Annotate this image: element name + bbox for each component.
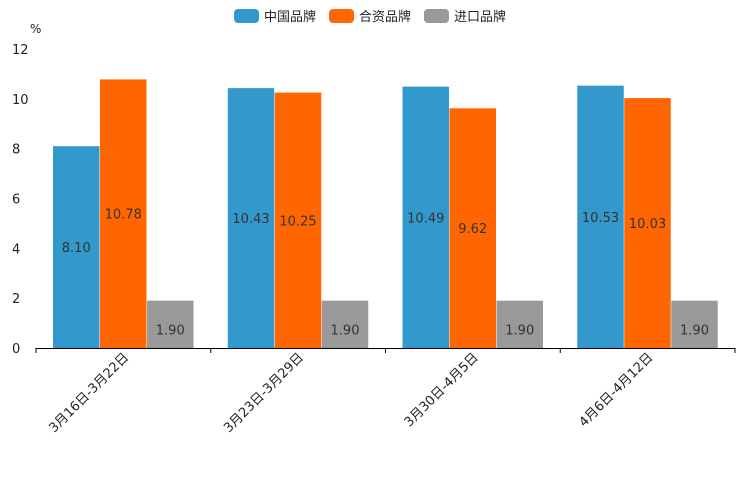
legend-label-2: 合资品牌 (359, 9, 411, 25)
y-tick-label: 0 (12, 342, 20, 357)
legend-swatch-1 (234, 9, 259, 23)
y-tick-label: 2 (12, 292, 20, 307)
bar-2-2 (274, 92, 322, 349)
data-label-2-4: 10.03 (629, 217, 666, 232)
bar-3-2 (321, 300, 369, 348)
x-category-label-4: 4月6日-4月12日 (577, 350, 657, 430)
data-label-3-3: 1.90 (505, 323, 534, 338)
data-label-2-2: 10.25 (279, 214, 316, 229)
data-label-2-3: 9.62 (458, 222, 487, 237)
legend-swatch-2 (329, 9, 354, 23)
data-label-1-2: 10.43 (232, 212, 269, 227)
bar-3-4 (671, 300, 718, 348)
y-tick-label: 6 (12, 193, 20, 208)
x-category-label-1: 3月16日-3月22日 (46, 350, 132, 436)
x-category-label-3: 3月30日-4月5日 (402, 350, 482, 430)
y-axis: 0 2 4 6 8 10 12 (12, 43, 29, 357)
data-label-1-1: 8.10 (62, 241, 91, 256)
bar-2-3 (449, 108, 496, 348)
bar-3-1 (147, 300, 194, 348)
x-category-label-2: 3月23日-3月29日 (221, 350, 307, 436)
bar-1-4 (577, 85, 624, 348)
legend-label-1: 中国品牌 (264, 9, 316, 25)
y-tick-label: 10 (12, 93, 29, 108)
data-label-1-3: 10.49 (407, 211, 444, 226)
data-label-1-4: 10.53 (582, 211, 619, 226)
y-tick-label: 12 (12, 43, 29, 58)
y-axis-unit-label: % (30, 22, 41, 36)
data-label-3-2: 1.90 (331, 323, 360, 338)
data-label-3-1: 1.90 (156, 323, 185, 338)
x-axis: 3月16日-3月22日 3月23日-3月29日 3月30日-4月5日 4月6日-4月1… (35, 348, 736, 436)
bar-1-3 (402, 86, 449, 348)
y-tick-label: 8 (12, 143, 20, 158)
data-label-2-1: 10.78 (105, 208, 142, 223)
bar-1-2 (227, 88, 275, 348)
legend-label-3: 进口品牌 (454, 9, 506, 25)
bars: 8.10 10.78 1.90 10.43 10.25 1.90 10.49 9.62 1.90… (53, 79, 718, 349)
bar-1-1 (53, 146, 100, 348)
legend: 中国品牌 合资品牌 进口品牌 (234, 9, 506, 25)
bar-3-3 (496, 300, 543, 348)
legend-swatch-3 (424, 9, 449, 23)
y-tick-label: 4 (12, 242, 20, 257)
bar-2-4 (624, 98, 671, 348)
bar-2-1 (100, 79, 147, 349)
data-label-3-4: 1.90 (680, 323, 709, 338)
